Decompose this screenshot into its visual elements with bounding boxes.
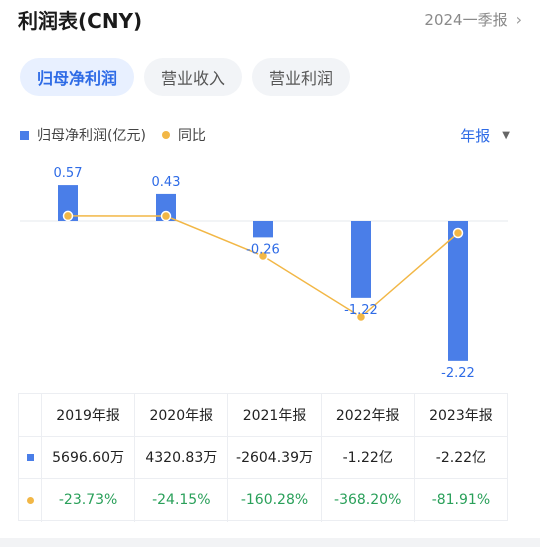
- table-cell: -24.15%: [134, 479, 227, 522]
- bar-legend-marker: [20, 130, 29, 140]
- data-table: 2019年报 2020年报 2021年报 2022年报 2023年报 5696.…: [18, 393, 508, 522]
- table-cell: -2.22亿: [413, 436, 507, 479]
- yoy-point[interactable]: [257, 250, 269, 262]
- period-selector[interactable]: 2024一季报 ›: [424, 9, 522, 30]
- frequency-dropdown[interactable]: 年报 ▼: [460, 125, 510, 146]
- table-cell: -2604.39万: [227, 436, 320, 479]
- yoy-point[interactable]: [62, 210, 74, 222]
- bar-value-label: -1.22: [344, 303, 378, 318]
- bar-2020年报[interactable]: [156, 193, 176, 221]
- table-cell: -23.73%: [41, 479, 134, 522]
- bottom-divider: [0, 538, 540, 547]
- caret-down-icon: ▼: [502, 129, 510, 141]
- bar-2022年报[interactable]: [351, 221, 371, 298]
- bar-2019年报[interactable]: [58, 185, 78, 221]
- table-row-yoy: -23.73% -24.15% -160.28% -368.20% -81.91…: [19, 479, 507, 522]
- period-label: 2024一季报: [424, 10, 508, 29]
- bar-2023年报[interactable]: [448, 221, 468, 361]
- bar-value-label: -0.26: [246, 242, 280, 257]
- table-cell: -81.91%: [413, 479, 507, 522]
- column-header: 2022年报: [320, 394, 414, 436]
- metric-tabs: 归母净利润 营业收入 营业利润: [20, 58, 351, 96]
- line-row-marker: [26, 496, 34, 504]
- profit-chart: 0.57 0.43 -0.26 -1.22 -2.22: [20, 166, 508, 381]
- yoy-point[interactable]: [452, 227, 464, 239]
- table-cell: 4320.83万: [134, 436, 227, 479]
- bar-value-label: -2.22: [441, 366, 475, 381]
- table-cell: 5696.60万: [41, 436, 134, 479]
- table-header-row: 2019年报 2020年报 2021年报 2022年报 2023年报: [19, 394, 507, 437]
- bar-value-label: 0.57: [54, 166, 83, 181]
- column-header: 2023年报: [413, 394, 507, 436]
- bar-legend-label: 归母净利润(亿元): [37, 128, 146, 144]
- bar-value-label: 0.43: [152, 175, 181, 190]
- chevron-right-icon: ›: [515, 9, 522, 29]
- page-title: 利润表(CNY): [18, 8, 143, 33]
- line-legend-marker: [161, 131, 170, 139]
- bar-row-marker: [26, 453, 34, 461]
- yoy-point[interactable]: [160, 210, 172, 222]
- line-legend-label: 同比: [177, 128, 206, 144]
- tab-net-profit[interactable]: 归母净利润: [20, 58, 135, 96]
- tab-operating-profit[interactable]: 营业利润: [252, 58, 351, 96]
- tab-revenue[interactable]: 营业收入: [144, 58, 243, 96]
- column-header: 2021年报: [227, 394, 320, 436]
- table-cell: -368.20%: [320, 479, 414, 522]
- yoy-point[interactable]: [355, 311, 367, 323]
- table-cell: -160.28%: [227, 479, 320, 522]
- column-header: 2020年报: [134, 394, 227, 436]
- table-row-profit: 5696.60万 4320.83万 -2604.39万 -1.22亿 -2.22…: [19, 436, 507, 480]
- header: 利润表(CNY) 2024一季报 ›: [18, 4, 522, 34]
- bar-2021年报[interactable]: [253, 221, 273, 238]
- table-cell: -1.22亿: [320, 436, 414, 479]
- chart-legend: 归母净利润(亿元) 同比 年报 ▼: [20, 122, 510, 148]
- column-header: 2019年报: [41, 394, 134, 436]
- frequency-label: 年报: [460, 126, 491, 145]
